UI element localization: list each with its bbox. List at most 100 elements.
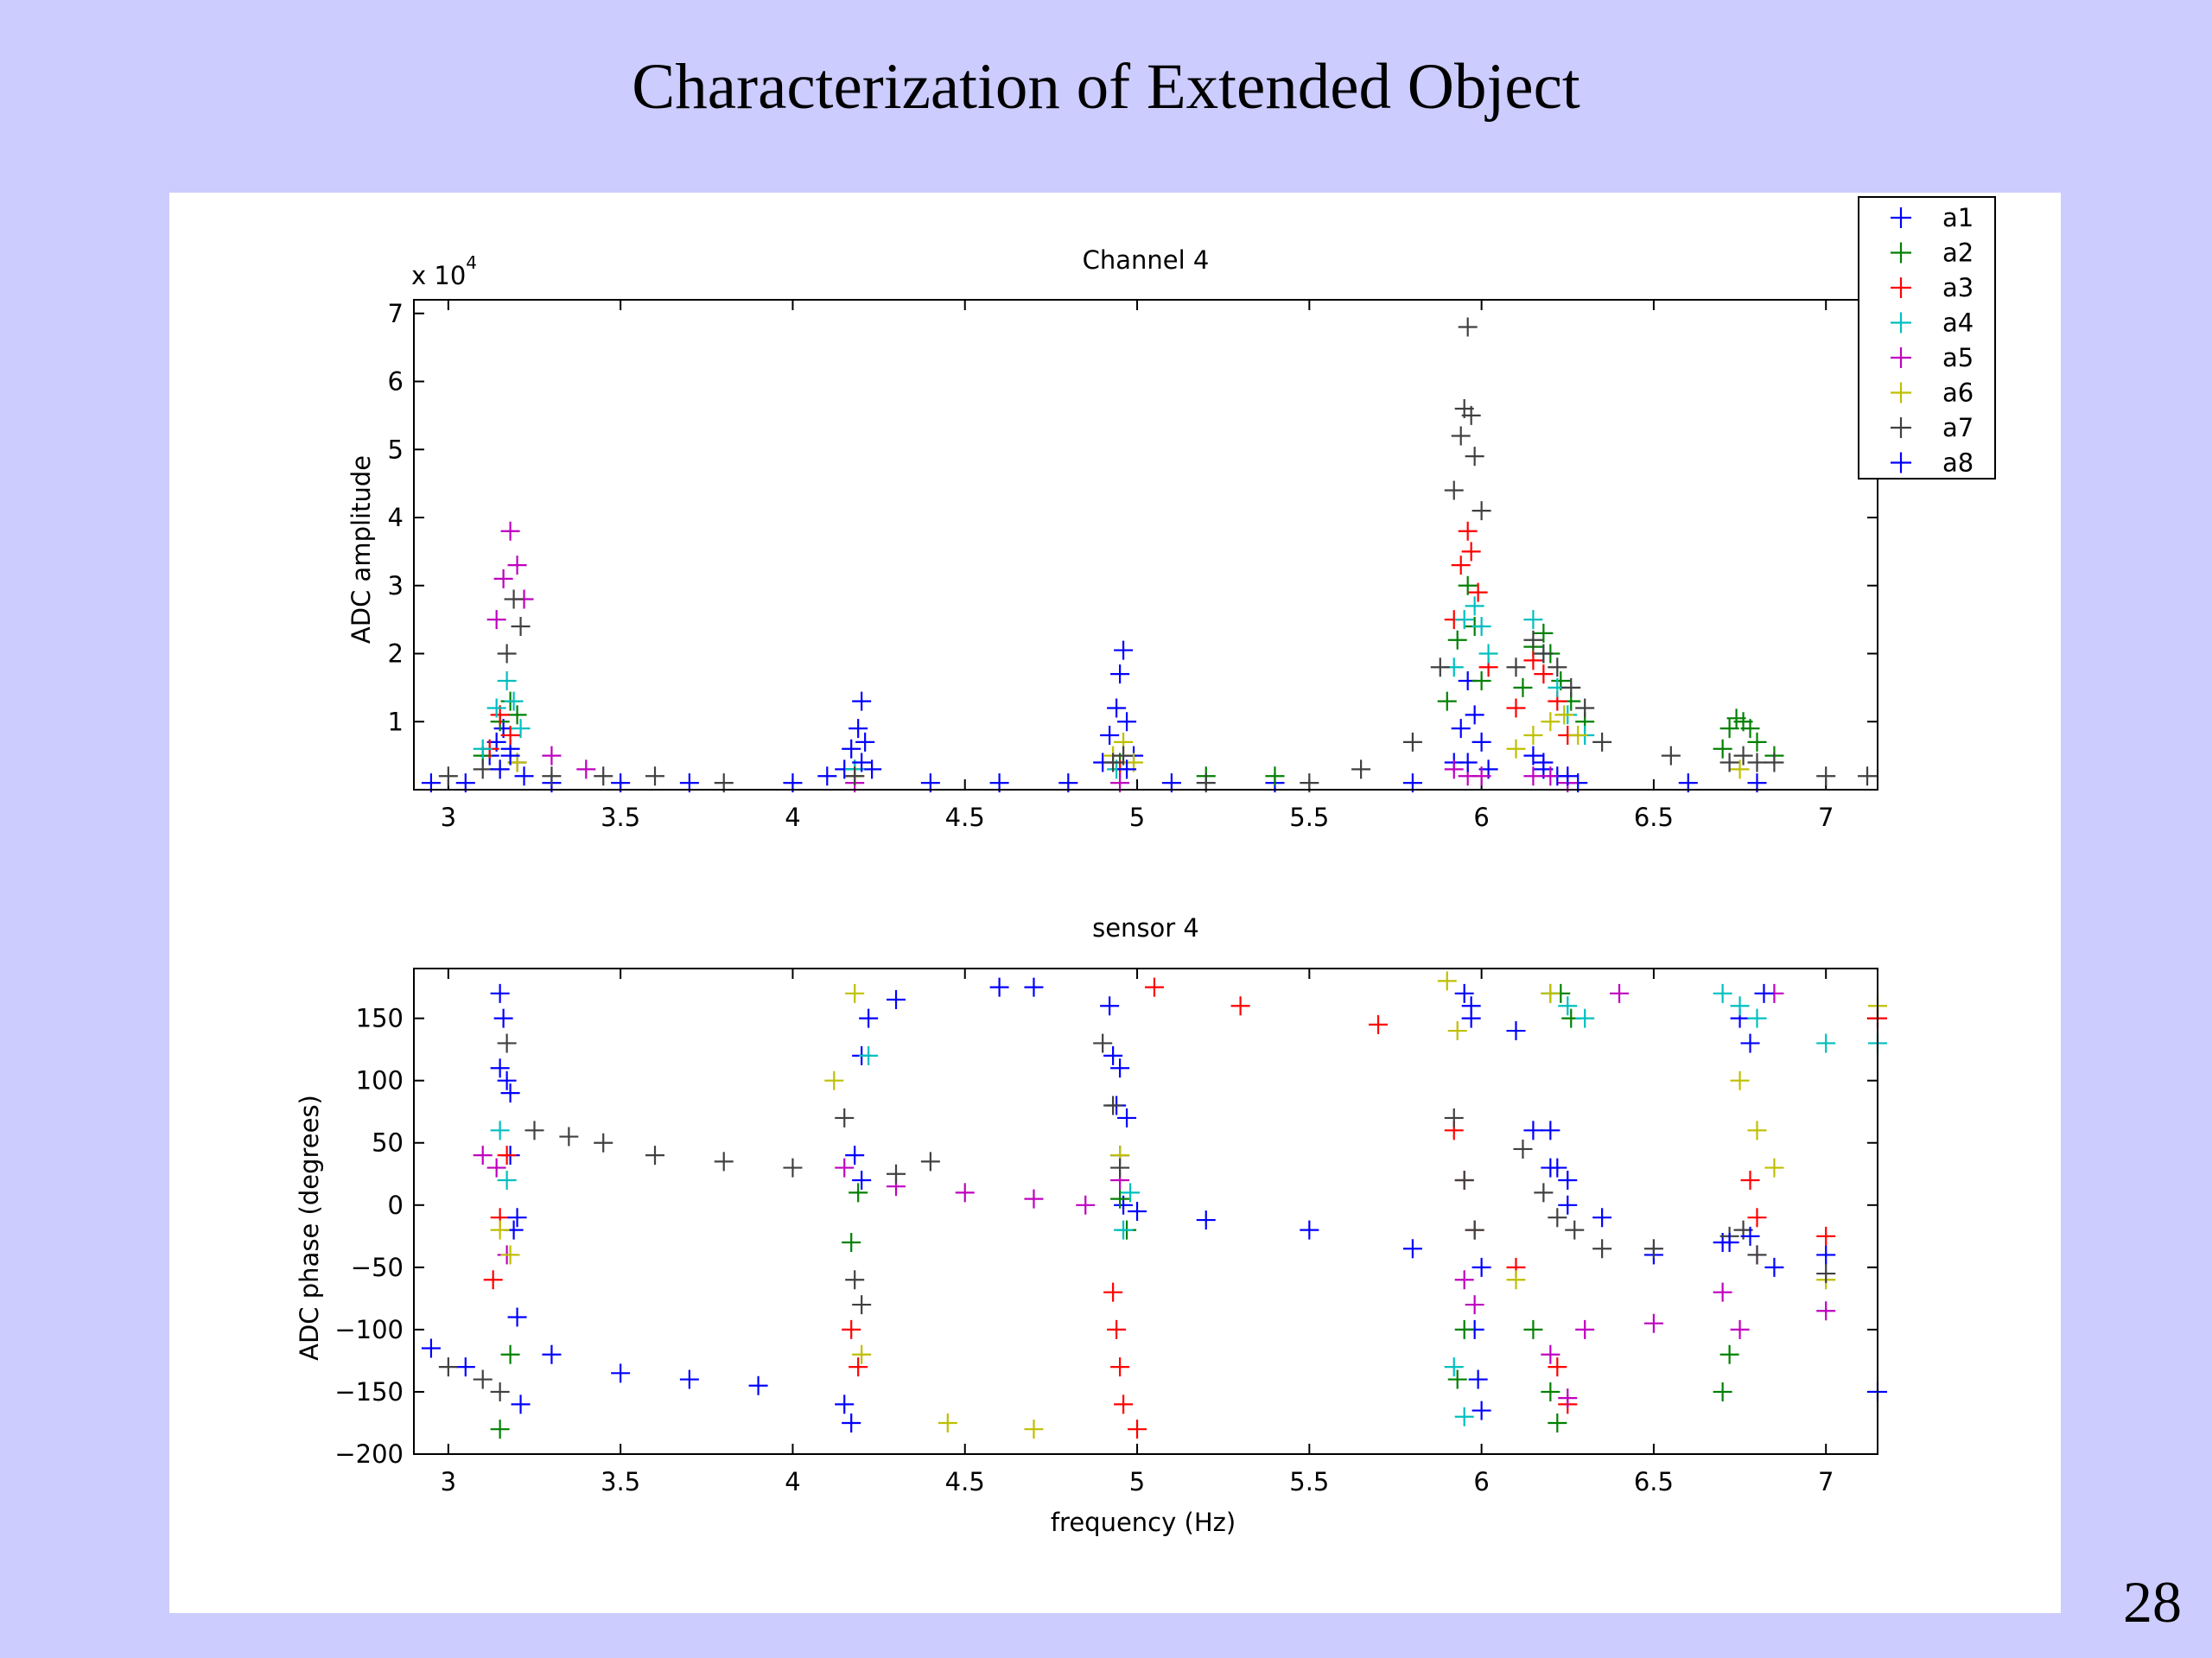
data-point xyxy=(1506,657,1526,677)
data-point xyxy=(1740,719,1760,739)
amplitude-y-tick-label: 4 xyxy=(388,503,404,532)
amplitude-series-a8 xyxy=(490,746,1578,786)
data-point xyxy=(1024,1189,1044,1209)
data-point xyxy=(497,1070,517,1090)
data-point xyxy=(887,1164,906,1184)
data-point xyxy=(1858,766,1878,786)
data-point xyxy=(1458,521,1478,541)
data-point xyxy=(497,1146,517,1166)
data-point xyxy=(455,1357,475,1377)
amplitude-x-tick-label: 5 xyxy=(1129,803,1145,832)
data-point xyxy=(1465,596,1484,616)
data-point xyxy=(835,1158,855,1178)
amplitude-y-exponent-base: x 10 xyxy=(411,261,466,290)
amplitude-y-tick-label: 5 xyxy=(388,435,404,464)
data-point xyxy=(500,1083,520,1103)
data-point xyxy=(1561,677,1581,697)
data-point xyxy=(835,1108,855,1128)
data-point xyxy=(1461,542,1481,562)
amplitude-y-tick-label: 3 xyxy=(388,571,404,600)
amplitude-series-a2 xyxy=(473,575,1784,786)
data-point xyxy=(1558,766,1578,786)
data-point xyxy=(1024,1420,1044,1439)
data-point xyxy=(1575,698,1595,718)
data-point xyxy=(1747,753,1767,772)
data-point xyxy=(1740,1226,1760,1246)
data-point xyxy=(421,1338,441,1358)
data-point xyxy=(1513,677,1533,697)
data-point xyxy=(1117,1108,1137,1128)
data-point xyxy=(511,1394,531,1414)
legend-item-a5: a5 xyxy=(1891,343,1974,372)
phase-axis-ticks: 3 3.5 4 4.5 5 5.5 6 6.5 7 150 100 50 0 −50 −100 −150 −20… xyxy=(334,969,1878,1496)
data-point xyxy=(1506,1270,1526,1290)
data-point xyxy=(542,766,562,786)
data-point xyxy=(859,1008,879,1028)
data-point xyxy=(714,1152,734,1172)
data-point xyxy=(1816,1226,1836,1246)
data-point xyxy=(1730,759,1750,779)
data-point xyxy=(989,977,1009,997)
legend-marker xyxy=(1891,207,1911,228)
data-point xyxy=(1541,1382,1560,1401)
data-point xyxy=(473,1146,493,1166)
data-point xyxy=(1103,753,1123,772)
data-point xyxy=(507,1307,527,1327)
data-point xyxy=(1230,996,1250,1016)
data-point xyxy=(1764,1257,1784,1277)
phase-x-tick-label: 6 xyxy=(1473,1467,1489,1496)
data-point xyxy=(1437,971,1457,991)
data-point xyxy=(594,1133,613,1153)
data-point xyxy=(511,719,531,739)
data-point xyxy=(1733,746,1753,765)
phase-series-a2 xyxy=(490,983,1739,1439)
data-point xyxy=(490,1382,510,1401)
data-point xyxy=(1300,1220,1319,1240)
data-point xyxy=(1740,1170,1760,1190)
data-point xyxy=(576,759,596,779)
amplitude-chart-title: Channel 4 xyxy=(1083,245,1210,275)
data-point xyxy=(1402,1239,1422,1259)
data-point xyxy=(1451,719,1471,739)
data-point xyxy=(1523,1319,1543,1339)
data-point xyxy=(645,1146,665,1166)
data-point xyxy=(1558,1388,1578,1408)
data-point xyxy=(1816,1033,1836,1053)
data-point xyxy=(1747,732,1767,752)
data-point xyxy=(1454,1319,1474,1339)
legend-item-a6: a6 xyxy=(1891,378,1974,408)
data-point xyxy=(1541,1158,1560,1178)
data-point xyxy=(1110,1058,1130,1078)
legend-item-a8: a8 xyxy=(1891,448,1974,478)
phase-series-a8 xyxy=(490,983,1774,1277)
amplitude-series-a5 xyxy=(486,521,1578,793)
data-point xyxy=(1024,977,1044,997)
data-point xyxy=(887,990,906,1010)
legend-marker xyxy=(1891,452,1911,473)
data-point xyxy=(1513,1139,1533,1159)
data-point xyxy=(1764,1158,1784,1178)
data-point xyxy=(1534,753,1554,772)
data-point xyxy=(1730,996,1750,1016)
data-point xyxy=(1117,759,1137,779)
data-point xyxy=(1643,1239,1663,1259)
data-point xyxy=(1740,1033,1760,1053)
legend-label: a1 xyxy=(1942,203,1974,232)
data-point xyxy=(1478,644,1498,664)
data-point xyxy=(1575,1319,1595,1339)
data-point xyxy=(559,1127,579,1147)
data-point xyxy=(1110,664,1130,684)
data-point xyxy=(1114,746,1134,765)
data-point xyxy=(1076,1195,1096,1215)
data-point xyxy=(1451,556,1471,575)
data-point xyxy=(1444,480,1464,500)
data-point xyxy=(490,983,510,1003)
figure-panel: Channel 4 x 10 4 ADC amplitude 3 3.5 4 4.5 5 5… xyxy=(169,193,2061,1613)
amplitude-y-tick-label: 6 xyxy=(388,367,404,397)
data-point xyxy=(542,746,562,765)
data-point xyxy=(473,759,493,779)
data-point xyxy=(1128,1202,1147,1221)
amplitude-y-axis-label: ADC amplitude xyxy=(346,455,376,644)
data-point xyxy=(1128,1420,1147,1439)
data-point xyxy=(500,521,520,541)
